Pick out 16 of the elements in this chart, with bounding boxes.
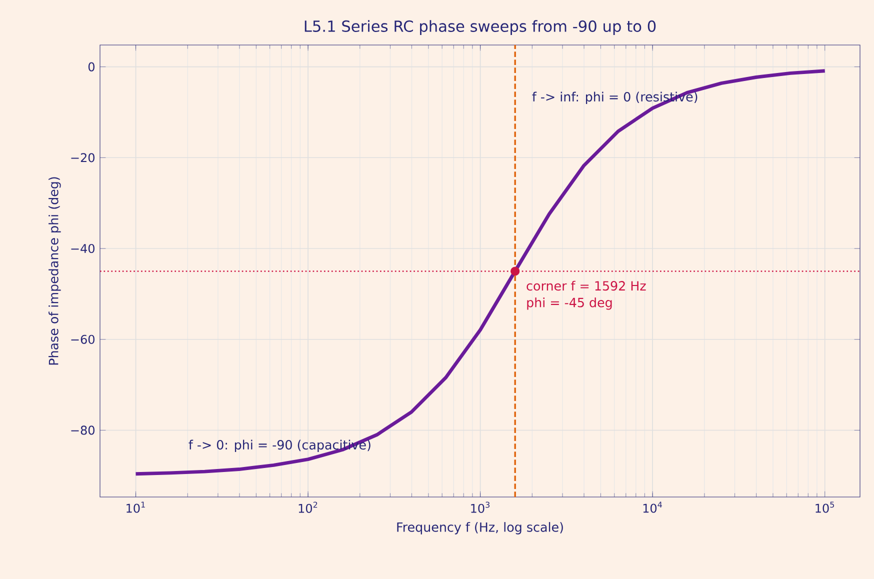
x-tick-label: 10$^{4}$ <box>643 502 662 513</box>
y-tick-label: −40 <box>71 244 94 254</box>
y-axis-title: Phase of impedance phi (deg) <box>48 177 61 365</box>
x-tick-label: 10$^{5}$ <box>816 502 834 513</box>
x-tick-label: 10$^{1}$ <box>126 502 145 513</box>
x-tick-label: 10$^{3}$ <box>471 502 490 513</box>
annotation: corner f = 1592 Hz <box>526 280 646 291</box>
y-tick-label: −20 <box>71 153 94 162</box>
x-axis-title: Frequency f (Hz, log scale) <box>397 522 563 534</box>
x-tick-label: 10$^{2}$ <box>298 502 318 513</box>
annotation: phi = -45 deg <box>527 298 612 310</box>
chart-title: L5.1 Series RC phase sweeps from -90 up to 0 <box>304 20 656 35</box>
y-tick-label: −80 <box>71 426 94 435</box>
y-tick-label: 0 <box>88 62 94 72</box>
line-series <box>134 69 827 476</box>
y-tick-label: −60 <box>71 334 94 344</box>
